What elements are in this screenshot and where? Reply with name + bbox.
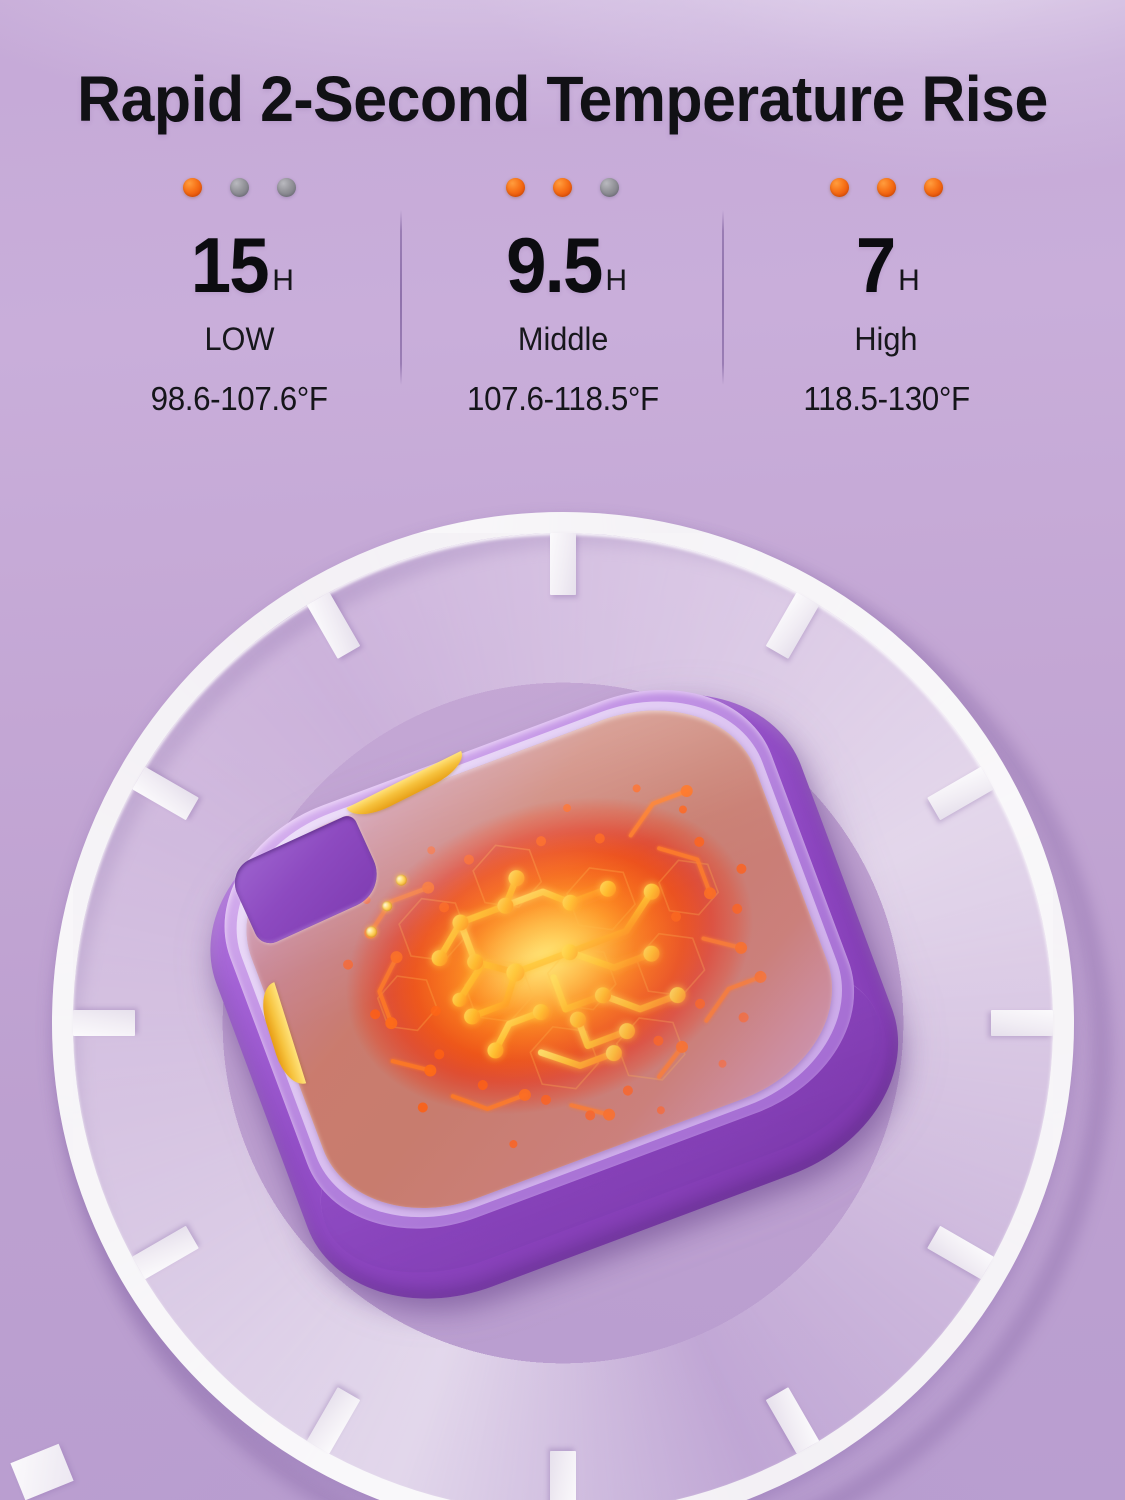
- clock-tick-group: [52, 512, 1074, 1500]
- level-indicator-dots-middle: [506, 176, 620, 198]
- clock-tick: [73, 1010, 135, 1036]
- heat-level-column-middle: 9.5 H Middle 107.6-118.5°F: [401, 170, 724, 420]
- clock-tick: [765, 592, 820, 659]
- level-indicator-dots-low: [183, 176, 297, 198]
- runtime-hours-high: 7 H: [853, 226, 920, 306]
- runtime-unit: H: [898, 264, 920, 297]
- level-name-middle: Middle: [517, 321, 609, 357]
- level-dot-on: [876, 177, 896, 197]
- runtime-unit: H: [605, 264, 628, 297]
- level-dot-on: [553, 177, 573, 197]
- runtime-unit: H: [272, 264, 294, 297]
- heat-level-column-high: 7 H High 118.5-130°F: [725, 170, 1048, 420]
- page-title: Rapid 2-Second Temperature Rise: [77, 63, 1048, 135]
- column-divider: [400, 210, 402, 385]
- clock-tick: [132, 1225, 199, 1280]
- clock-tick: [765, 1387, 820, 1454]
- heat-level-stats: 15 H LOW 98.6-107.6°F 9.5 H Middle 107.6…: [78, 170, 1048, 420]
- level-dot-off: [277, 177, 297, 197]
- level-name-high: High: [854, 321, 918, 357]
- clock-tick: [550, 533, 576, 595]
- runtime-hours-low: 15 H: [185, 221, 294, 309]
- level-dot-off: [230, 177, 250, 197]
- runtime-value: 7: [855, 221, 896, 309]
- temp-range-high: 118.5-130°F: [803, 380, 970, 417]
- clock-tick: [550, 1451, 576, 1500]
- runtime-value: 15: [191, 221, 270, 309]
- background-highlight-top: [0, 0, 1125, 500]
- level-dot-on: [829, 177, 849, 197]
- runtime-value: 9.5: [506, 221, 603, 309]
- clock-tick: [991, 1010, 1053, 1036]
- level-name-low: LOW: [204, 321, 275, 357]
- level-dot-on: [506, 177, 526, 197]
- temp-range-low: 98.6-107.6°F: [151, 380, 329, 417]
- level-indicator-dots-high: [829, 176, 943, 198]
- heat-level-column-low: 15 H LOW 98.6-107.6°F: [78, 170, 401, 420]
- level-dot-on: [183, 177, 203, 197]
- clock-tick: [132, 766, 199, 821]
- level-dot-on: [923, 177, 943, 197]
- clock-tick: [927, 766, 994, 821]
- level-dot-off: [600, 177, 620, 197]
- hand-warmer-device: [157, 611, 960, 1378]
- runtime-hours-middle: 9.5 H: [499, 226, 627, 306]
- clock-tick: [306, 1387, 361, 1454]
- heating-plate: [216, 675, 863, 1243]
- temp-range-middle: 107.6-118.5°F: [467, 380, 659, 417]
- column-divider: [722, 210, 724, 385]
- clock-tick: [927, 1225, 994, 1280]
- clock-tick: [306, 592, 361, 659]
